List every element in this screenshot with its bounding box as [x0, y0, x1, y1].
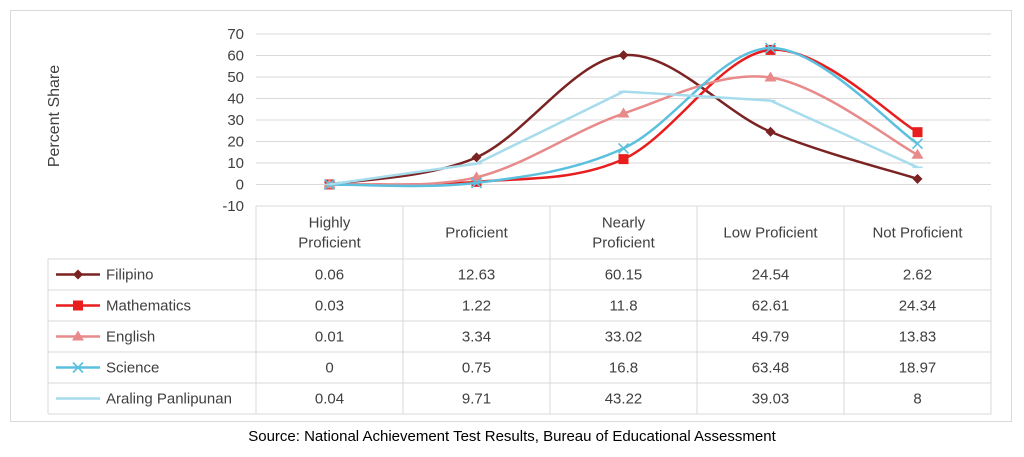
- table-cell-value: 49.79: [752, 329, 790, 346]
- data-point: [912, 173, 923, 184]
- x-category-label: Proficient: [445, 225, 508, 242]
- y-tick-label: 10: [227, 155, 244, 172]
- legend-entry: Mathematics: [56, 298, 191, 315]
- data-point: [911, 148, 924, 159]
- legend-label: Mathematics: [106, 298, 191, 315]
- legend-label: Filipino: [106, 267, 154, 284]
- legend-label: Science: [106, 360, 159, 377]
- legend-entry: English: [56, 329, 155, 346]
- x-category-label: Proficient: [592, 235, 655, 252]
- data-point: [764, 71, 777, 82]
- x-category-label: Low Proficient: [723, 225, 818, 242]
- data-point: [617, 142, 630, 154]
- table-cell-value: 8: [913, 391, 921, 408]
- table-cell-value: 63.48: [752, 360, 790, 377]
- table-cell-value: 24.54: [752, 267, 790, 284]
- data-point: [911, 138, 924, 150]
- table-cell-value: 18.97: [899, 360, 937, 377]
- table-cell-value: 11.8: [609, 298, 637, 315]
- source-note: Source: National Achievement Test Result…: [248, 428, 776, 445]
- data-point: [471, 152, 482, 163]
- legend-entry: Araling Panlipunan: [56, 391, 232, 408]
- table-cell-value: 9.71: [462, 391, 491, 408]
- y-axis-title: Percent Share: [46, 65, 63, 167]
- table-cell-value: 12.63: [458, 267, 496, 284]
- data-point: [618, 50, 629, 61]
- x-category-label: Proficient: [298, 235, 361, 252]
- series-line: [329, 90, 919, 186]
- data-point: [72, 361, 84, 374]
- legend-entry: Filipino: [56, 267, 154, 284]
- table-cell-value: 1.22: [462, 298, 491, 315]
- legend-label: English: [106, 329, 155, 346]
- line-chart-with-data-table: -10 0 10 20 30 40 50 60 70 Percent Share Highly Pro…: [46, 26, 992, 415]
- chart-frame: -10 0 10 20 30 40 50 60 70 Percent Share Highly Pro…: [10, 10, 1012, 422]
- data-point: [912, 127, 923, 138]
- table-cell-value: 13.83: [899, 329, 937, 346]
- data-point: [470, 177, 483, 189]
- y-tick-label: 70: [227, 26, 244, 43]
- x-category-label: Nearly: [602, 215, 646, 232]
- series-araling-panlipunan: [324, 90, 923, 186]
- data-point: [73, 300, 83, 311]
- data-point: [617, 107, 630, 118]
- table-cell-value: 24.34: [899, 298, 937, 315]
- table-cell-value: 0: [325, 360, 333, 377]
- data-point: [764, 42, 777, 54]
- table-cell-value: 0.04: [315, 391, 344, 408]
- y-tick-label: 50: [227, 69, 244, 86]
- table-cell-value: 62.61: [752, 298, 790, 315]
- y-tick-label: -10: [222, 198, 244, 215]
- table-cell-value: 0.06: [315, 267, 344, 284]
- legend-entry: Science: [56, 360, 159, 377]
- y-tick-label: 20: [227, 134, 244, 151]
- y-tick-label: 60: [227, 48, 244, 65]
- x-category-label: Not Proficient: [872, 225, 963, 242]
- table-cell-value: 2.62: [903, 267, 932, 284]
- data-point: [72, 330, 84, 341]
- data-point: [765, 126, 776, 137]
- legend-label: Araling Panlipunan: [106, 391, 232, 408]
- data-point: [765, 44, 776, 55]
- table-cell-value: 33.02: [605, 329, 643, 346]
- y-tick-label: 0: [236, 177, 244, 194]
- table-cell-value: 0.01: [315, 329, 344, 346]
- table-cell-value: 60.15: [605, 267, 643, 284]
- table-cell-value: 39.03: [752, 391, 790, 408]
- x-category-label: Highly: [309, 215, 351, 232]
- table-cell-value: 3.34: [462, 329, 491, 346]
- table-cell-value: 43.22: [605, 391, 643, 408]
- table-cell-value: 16.8: [609, 360, 638, 377]
- data-point: [73, 269, 83, 280]
- table-cell-value: 0.75: [462, 360, 491, 377]
- table-cell-value: 0.03: [315, 298, 344, 315]
- data-point: [618, 154, 629, 165]
- y-tick-label: 40: [227, 91, 244, 108]
- series-science: [323, 42, 924, 191]
- y-tick-label: 30: [227, 112, 244, 129]
